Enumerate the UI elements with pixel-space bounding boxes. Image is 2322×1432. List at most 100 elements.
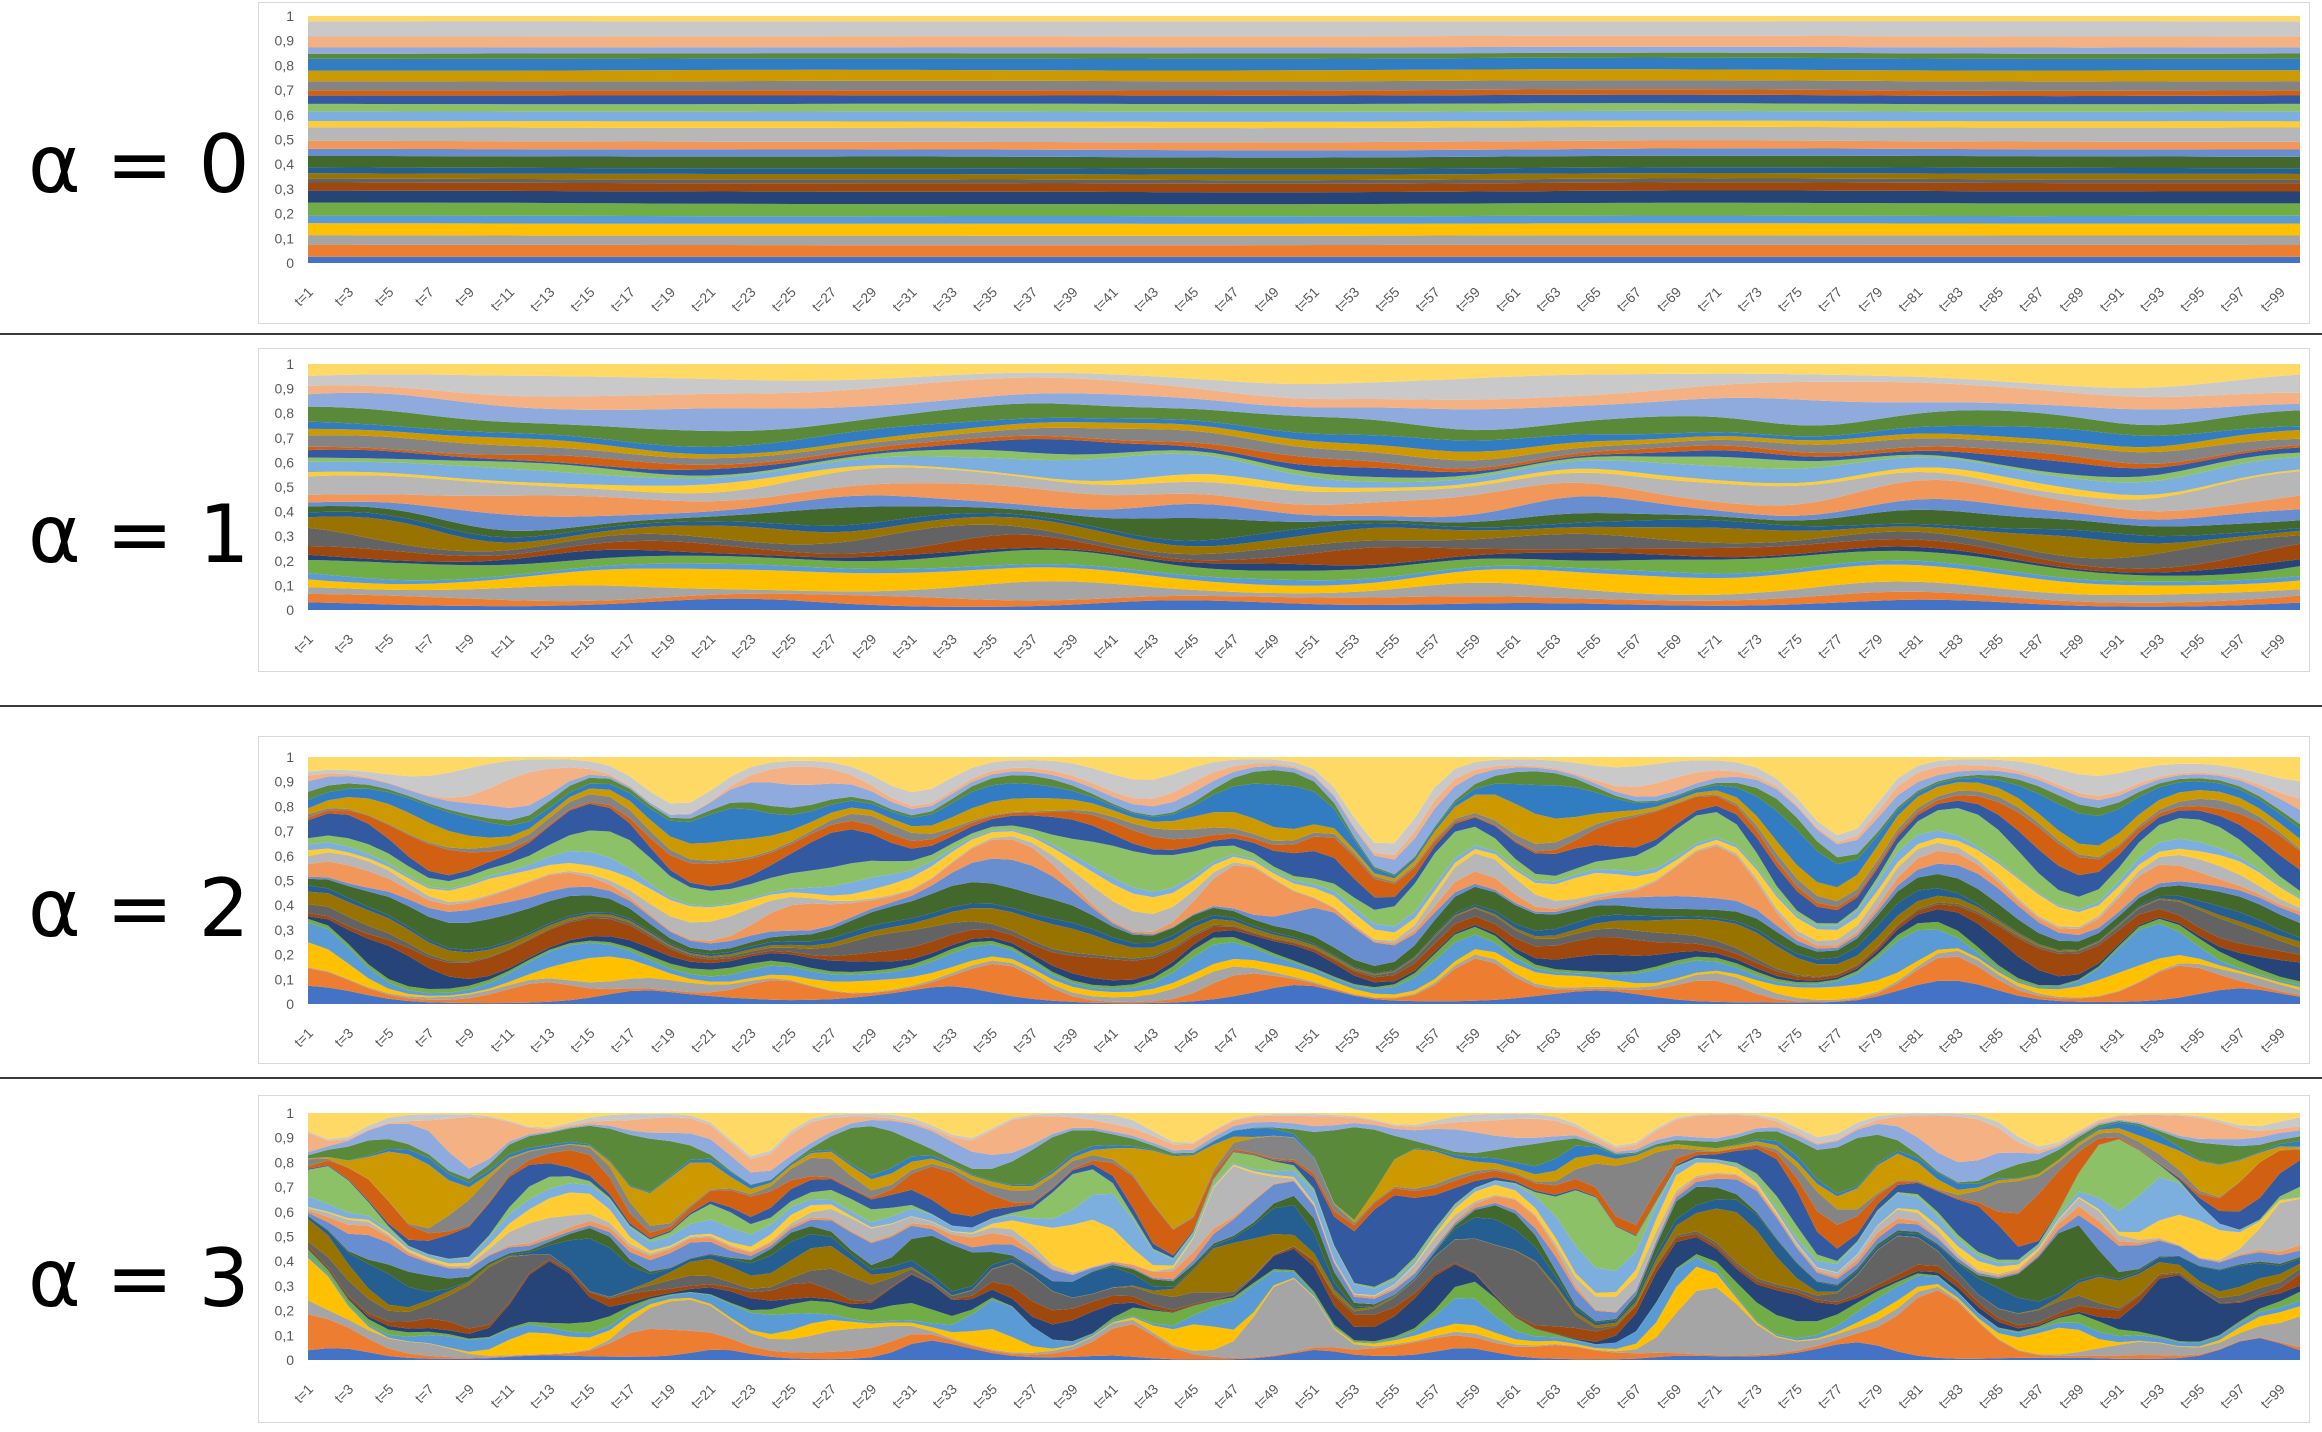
area-series	[308, 392, 2300, 432]
x-tick-label: t=85	[1975, 1381, 2006, 1412]
area-series	[308, 831, 2300, 941]
x-tick-label: t=19	[647, 1025, 678, 1056]
area-series	[308, 427, 2300, 469]
area-series	[308, 1121, 2300, 1220]
area-series	[308, 1199, 2300, 1326]
y-tick-label: 0,3	[275, 528, 295, 544]
y-tick-label: 0,8	[275, 1154, 295, 1170]
x-tick-label: t=5	[371, 631, 397, 657]
area-series	[308, 173, 2300, 181]
y-tick-label: 1	[286, 356, 294, 372]
y-tick-label: 0,2	[275, 206, 295, 222]
x-tick-label: t=63	[1533, 284, 1564, 315]
x-tick-label: t=95	[2177, 1025, 2208, 1056]
area-series	[308, 765, 2300, 875]
x-tick-label: t=21	[688, 1025, 719, 1056]
x-tick-label: t=49	[1251, 631, 1282, 662]
x-tick-label: t=41	[1090, 631, 1121, 662]
area-series	[308, 417, 2300, 455]
y-tick-label: 0,7	[275, 823, 295, 839]
area-series	[308, 449, 2300, 483]
x-tick-label: t=37	[1010, 1381, 1041, 1412]
x-tick-label: t=45	[1171, 1025, 1202, 1056]
x-tick-label: t=91	[2096, 284, 2127, 315]
area-series	[308, 858, 2300, 966]
area-series	[308, 1113, 2300, 1160]
y-tick-label: 0	[286, 996, 294, 1012]
x-tick-label: t=15	[567, 1381, 598, 1412]
area-series	[308, 52, 2300, 59]
x-tick-label: t=29	[849, 284, 880, 315]
x-tick-label: t=99	[2257, 631, 2288, 662]
x-tick-label: t=11	[487, 1025, 517, 1055]
area-series	[308, 182, 2300, 193]
panel-label-alpha-2: α = 2	[28, 862, 250, 955]
x-tick-label: t=39	[1050, 631, 1081, 662]
x-tick-label: t=81	[1895, 284, 1926, 315]
x-tick-label: t=85	[1975, 1025, 2006, 1056]
x-tick-label: t=73	[1734, 284, 1765, 315]
x-tick-label: t=35	[969, 1381, 1000, 1412]
x-tick-label: t=49	[1251, 1025, 1282, 1056]
x-tick-label: t=41	[1090, 1025, 1121, 1056]
x-tick-label: t=99	[2257, 1381, 2288, 1412]
x-tick-label: t=45	[1171, 284, 1202, 315]
area-series	[308, 467, 2300, 512]
x-tick-label: t=95	[2177, 284, 2208, 315]
area-series	[308, 777, 2300, 888]
x-tick-label: t=33	[929, 284, 960, 315]
y-tick-label: 0,7	[275, 430, 295, 446]
x-tick-label: t=63	[1533, 631, 1564, 662]
x-tick-label: t=93	[2136, 631, 2167, 662]
x-tick-label: t=89	[2056, 1025, 2087, 1056]
x-tick-label: t=55	[1372, 1381, 1403, 1412]
area-series	[308, 439, 2300, 478]
x-tick-label: t=19	[647, 284, 678, 315]
x-tick-label: t=99	[2257, 1025, 2288, 1056]
x-tick-label: t=39	[1050, 1381, 1081, 1412]
area-series	[308, 148, 2300, 158]
x-tick-label: t=71	[1694, 631, 1725, 662]
x-tick-label: t=71	[1694, 1025, 1725, 1056]
x-tick-label: t=83	[1935, 1025, 1966, 1056]
area-series	[308, 120, 2300, 129]
y-tick-label: 0,8	[275, 405, 295, 421]
area-series	[308, 1137, 2300, 1256]
y-tick-label: 0,2	[275, 553, 295, 569]
x-tick-label: t=89	[2056, 631, 2087, 662]
panel-label-alpha-0: α = 0	[28, 118, 250, 211]
x-tick-label: t=47	[1211, 631, 1242, 662]
x-tick-label: t=29	[849, 1381, 880, 1412]
x-tick-label: t=65	[1573, 1025, 1604, 1056]
x-tick-label: t=75	[1774, 284, 1805, 315]
y-tick-label: 1	[286, 749, 294, 765]
x-tick-label: t=19	[647, 1381, 678, 1412]
y-tick-label: 0,8	[275, 798, 295, 814]
x-tick-label: t=87	[2016, 1025, 2047, 1056]
x-tick-label: t=7	[411, 284, 437, 310]
x-tick-label: t=67	[1613, 1381, 1644, 1412]
x-tick-label: t=33	[929, 1381, 960, 1412]
area-series	[308, 1237, 2300, 1345]
area-series	[308, 140, 2300, 151]
x-tick-label: t=23	[728, 631, 759, 662]
x-tick-label: t=43	[1130, 284, 1161, 315]
x-tick-label: t=61	[1493, 631, 1524, 662]
x-tick-label: t=53	[1332, 631, 1363, 662]
x-tick-label: t=81	[1895, 631, 1926, 662]
area-series	[308, 256, 2300, 263]
x-tick-label: t=29	[849, 1025, 880, 1056]
y-tick-label: 0	[286, 1352, 294, 1368]
chart-alpha-0: 0 0,1 0,2 0,3 0,4 0,5 0,6 0,7 0,8 0,9 1 t=1 t=3 t=5 t=…	[275, 8, 2300, 315]
area-series	[308, 1178, 2300, 1322]
area-series	[308, 16, 2300, 22]
area-series	[308, 956, 2300, 1004]
x-tick-label: t=3	[331, 1025, 357, 1051]
area-series	[308, 839, 2300, 949]
x-tick-label: t=69	[1654, 631, 1685, 662]
y-tick-label: 0,3	[275, 922, 295, 938]
x-tick-label: t=97	[2217, 284, 2248, 315]
x-tick-label: t=23	[728, 284, 759, 315]
x-tick-label: t=43	[1130, 1381, 1161, 1412]
area-series	[308, 598, 2300, 610]
